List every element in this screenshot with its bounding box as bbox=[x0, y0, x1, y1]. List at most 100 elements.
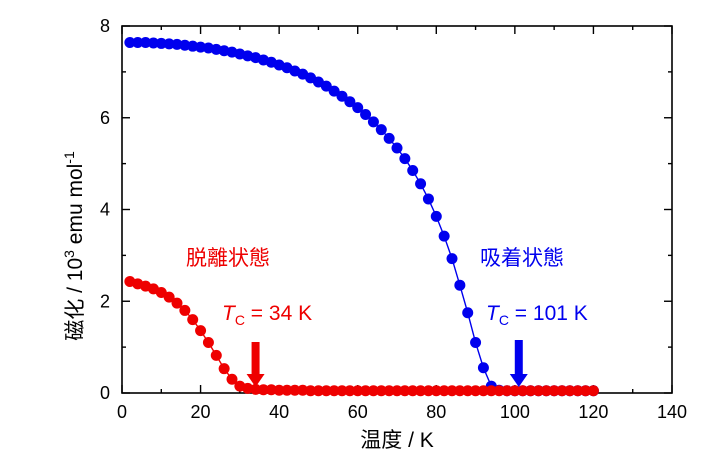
data-point bbox=[391, 142, 403, 154]
data-point bbox=[163, 38, 175, 50]
y-axis-title-mid: emu mol bbox=[64, 164, 87, 250]
data-point bbox=[430, 385, 442, 397]
x-tick-label: 80 bbox=[426, 402, 446, 422]
data-point bbox=[415, 385, 427, 397]
data-point bbox=[462, 385, 474, 397]
tc-arrow-adsorbed bbox=[509, 340, 528, 387]
data-point bbox=[407, 385, 419, 397]
data-point bbox=[171, 297, 183, 309]
tc-subscript: C bbox=[235, 312, 245, 328]
data-point bbox=[265, 384, 277, 396]
data-point bbox=[124, 37, 136, 49]
data-point bbox=[477, 362, 489, 374]
y-tick-label: 6 bbox=[100, 108, 110, 128]
y-axis-title-sup2: -1 bbox=[61, 151, 77, 164]
x-tick-label: 140 bbox=[657, 402, 687, 422]
y-axis-title: 磁化 / 103 emu mol-1 bbox=[61, 151, 87, 341]
axis-ticks: 0 20 40 60 80 100 120 140 0 2 4 6 8 bbox=[100, 16, 687, 422]
data-point bbox=[470, 337, 482, 349]
tc-arrow-desorbed bbox=[246, 342, 265, 387]
data-point bbox=[140, 37, 152, 49]
data-point bbox=[344, 385, 356, 397]
data-point bbox=[430, 210, 442, 222]
series-label-desorbed: 脱離状態 bbox=[186, 247, 270, 270]
data-point bbox=[501, 385, 513, 397]
data-point bbox=[407, 165, 419, 177]
tc-label-desorbed: TC = 34 K bbox=[222, 302, 312, 328]
y-axis-title-base: 磁化 / 10 bbox=[64, 258, 87, 341]
x-tick-label: 40 bbox=[269, 402, 289, 422]
data-point bbox=[540, 385, 552, 397]
data-point bbox=[367, 116, 379, 128]
tc-value: = 34 K bbox=[245, 302, 312, 325]
data-point bbox=[289, 384, 301, 396]
data-point bbox=[462, 307, 474, 319]
data-point bbox=[179, 304, 191, 316]
data-point bbox=[320, 385, 332, 397]
y-tick-label: 2 bbox=[100, 291, 110, 311]
data-point bbox=[470, 385, 482, 397]
data-point bbox=[548, 385, 560, 397]
data-point bbox=[454, 279, 466, 291]
data-point bbox=[352, 385, 364, 397]
data-point bbox=[226, 373, 238, 385]
data-point bbox=[305, 385, 317, 397]
data-point bbox=[438, 230, 450, 242]
series-adsorbed bbox=[124, 37, 599, 397]
data-point bbox=[328, 85, 340, 97]
data-point bbox=[360, 385, 372, 397]
data-point bbox=[517, 385, 529, 397]
data-point bbox=[399, 385, 411, 397]
data-point bbox=[438, 385, 450, 397]
tc-symbol: T bbox=[486, 302, 501, 325]
tc-symbol: T bbox=[222, 302, 237, 325]
series-desorbed bbox=[124, 276, 599, 397]
data-point bbox=[163, 291, 175, 303]
data-point bbox=[587, 385, 599, 397]
data-point bbox=[281, 384, 293, 396]
data-point bbox=[525, 385, 537, 397]
y-tick-label: 0 bbox=[100, 383, 110, 403]
data-point bbox=[147, 37, 159, 49]
data-point bbox=[493, 385, 505, 397]
data-point bbox=[132, 37, 144, 49]
data-point bbox=[202, 337, 214, 349]
data-point bbox=[391, 385, 403, 397]
series-layer bbox=[124, 37, 599, 397]
x-tick-label: 100 bbox=[500, 402, 530, 422]
data-point bbox=[375, 124, 387, 136]
data-point bbox=[336, 385, 348, 397]
data-point bbox=[195, 325, 207, 337]
data-point bbox=[399, 153, 411, 165]
data-point bbox=[297, 384, 309, 396]
data-point bbox=[383, 132, 395, 144]
tc-subscript: C bbox=[499, 312, 509, 328]
data-point bbox=[218, 363, 230, 375]
data-point bbox=[344, 96, 356, 108]
data-point bbox=[273, 384, 285, 396]
y-tick-label: 8 bbox=[100, 16, 110, 36]
data-point bbox=[572, 385, 584, 397]
data-point bbox=[210, 349, 222, 361]
y-axis-title-sup1: 3 bbox=[61, 250, 77, 258]
series-label-adsorbed: 吸着状態 bbox=[480, 247, 564, 270]
tc-value: = 101 K bbox=[509, 302, 588, 325]
data-point bbox=[320, 80, 332, 92]
data-point bbox=[375, 385, 387, 397]
data-point bbox=[422, 193, 434, 205]
x-tick-label: 20 bbox=[191, 402, 211, 422]
data-point bbox=[422, 385, 434, 397]
data-point bbox=[336, 90, 348, 102]
tc-label-adsorbed: TC = 101 K bbox=[486, 302, 588, 328]
data-point bbox=[367, 385, 379, 397]
data-point bbox=[509, 385, 521, 397]
data-point bbox=[155, 37, 167, 49]
data-point bbox=[352, 102, 364, 114]
plot-frame bbox=[121, 25, 673, 394]
data-point bbox=[556, 385, 568, 397]
data-point bbox=[312, 385, 324, 397]
data-point bbox=[564, 385, 576, 397]
data-point bbox=[328, 385, 340, 397]
